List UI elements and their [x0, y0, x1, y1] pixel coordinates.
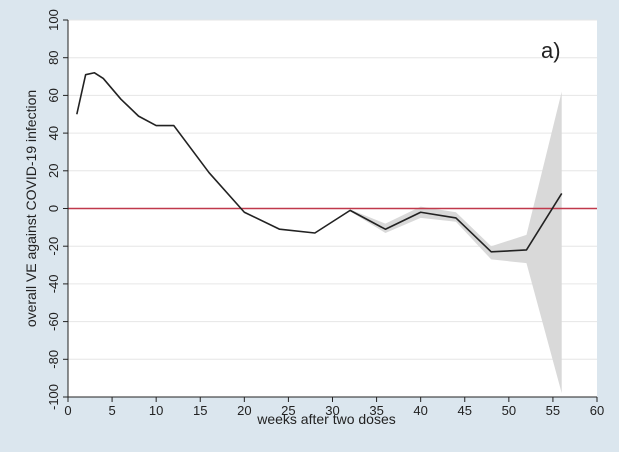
y-tick-label: 100 — [46, 9, 61, 31]
y-tick-label: 40 — [46, 126, 61, 140]
x-axis-ticks: 0 5 10 15 20 25 30 35 40 45 50 55 60 — [64, 397, 604, 418]
x-tick-label: 40 — [413, 403, 427, 418]
y-tick-label: 20 — [46, 164, 61, 178]
x-tick-label: 30 — [325, 403, 339, 418]
y-tick-label: 60 — [46, 88, 61, 102]
y-tick-label: 0 — [46, 205, 61, 212]
x-tick-label: 60 — [590, 403, 604, 418]
y-tick-label: -20 — [46, 237, 61, 256]
x-tick-label: 10 — [149, 403, 163, 418]
x-tick-label: 55 — [546, 403, 560, 418]
x-tick-label: 5 — [108, 403, 115, 418]
x-tick-label: 25 — [281, 403, 295, 418]
x-tick-label: 50 — [502, 403, 516, 418]
y-tick-label: -100 — [46, 384, 61, 410]
x-tick-label: 15 — [193, 403, 207, 418]
x-tick-label: 0 — [64, 403, 71, 418]
ve-series-line — [76, 71, 563, 253]
y-tick-label: 80 — [46, 50, 61, 64]
panel-label: a) — [541, 38, 561, 63]
y-axis-ticks: -100 -80 -60 -40 -20 0 20 40 60 80 100 — [46, 9, 68, 410]
x-tick-label: 35 — [369, 403, 383, 418]
x-tick-label: 20 — [237, 403, 251, 418]
y-tick-label: -40 — [46, 275, 61, 294]
x-axis-label: weeks after two doses — [256, 411, 396, 427]
x-tick-label: 45 — [458, 403, 472, 418]
y-axis-label: overall VE against COVID-19 infection — [23, 90, 39, 327]
y-tick-label: -80 — [46, 350, 61, 369]
y-tick-label: -60 — [46, 312, 61, 331]
